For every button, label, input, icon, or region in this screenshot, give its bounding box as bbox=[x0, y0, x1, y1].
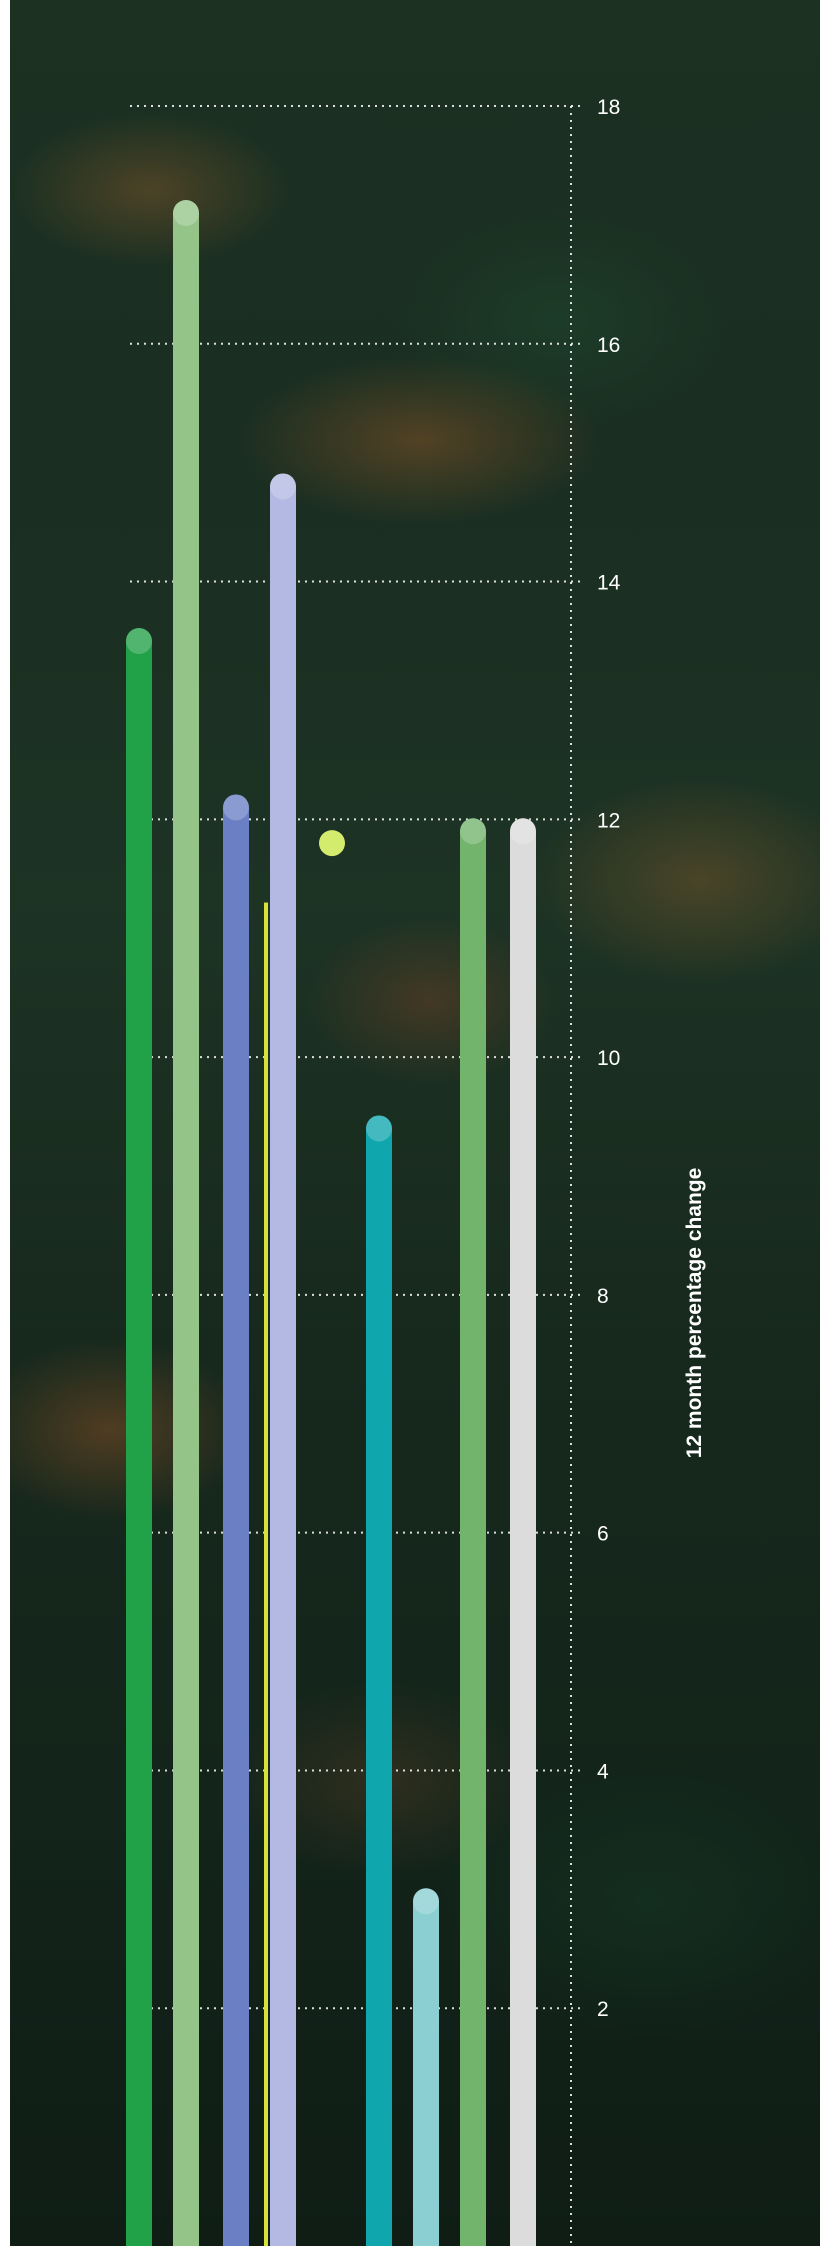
bar-cap-9 bbox=[460, 818, 486, 845]
bar-cap-highlight-3 bbox=[223, 794, 249, 821]
bar-cap-highlight-2 bbox=[173, 200, 199, 226]
bar-2 bbox=[173, 200, 199, 2246]
bar-rect-3 bbox=[223, 807, 249, 2246]
bar-cap-highlight-7 bbox=[366, 1115, 392, 1142]
bar-cap-3 bbox=[223, 794, 249, 821]
bar-rect-9 bbox=[460, 831, 486, 2246]
bar-cap-highlight-1 bbox=[126, 628, 152, 654]
bar-rect-8 bbox=[413, 1901, 439, 2246]
y-tick-label: 10 bbox=[597, 1047, 620, 1070]
bar-rect-4 bbox=[264, 902, 268, 2246]
bar-cap-5 bbox=[270, 473, 296, 500]
bar-cap-7 bbox=[366, 1115, 392, 1142]
bar-cap-1 bbox=[126, 628, 152, 654]
bar-rect-7 bbox=[366, 1128, 392, 2246]
y-tick-label: 12 bbox=[597, 809, 620, 832]
y-tick-label: 8 bbox=[597, 1285, 609, 1308]
bar-4 bbox=[264, 902, 268, 2246]
y-tick-label: 18 bbox=[597, 96, 620, 119]
point-6 bbox=[319, 830, 345, 857]
y-tick-labels: 2 4 6 8 10 12 14 16 18 bbox=[597, 96, 621, 2021]
bar-3 bbox=[223, 794, 249, 2246]
bar-9 bbox=[460, 818, 486, 2246]
bar-cap-highlight-9 bbox=[460, 818, 486, 845]
bar-cap-10 bbox=[510, 818, 536, 845]
bar-8 bbox=[413, 1888, 439, 2246]
bar-cap-highlight-10 bbox=[510, 818, 536, 845]
gridlines bbox=[130, 105, 585, 2246]
bar-6 bbox=[319, 830, 345, 857]
bar-rect-5 bbox=[270, 486, 296, 2246]
bars bbox=[126, 200, 536, 2246]
bar-cap-8 bbox=[413, 1888, 439, 1915]
y-tick-label: 4 bbox=[597, 1760, 609, 1783]
bar-rect-1 bbox=[126, 641, 152, 2246]
y-tick-label: 2 bbox=[597, 1998, 609, 2021]
bar-10 bbox=[510, 818, 536, 2246]
bar-7 bbox=[366, 1115, 392, 2246]
bar-5 bbox=[270, 473, 296, 2246]
bar-cap-highlight-5 bbox=[270, 473, 296, 500]
bar-rect-10 bbox=[510, 831, 536, 2246]
bar-1 bbox=[126, 628, 152, 2246]
bar-cap-2 bbox=[173, 200, 199, 226]
bar-rect-2 bbox=[173, 213, 199, 2246]
y-axis-title: 12 month percentage change bbox=[683, 1168, 706, 1459]
y-tick-label: 16 bbox=[597, 334, 620, 357]
y-tick-label: 14 bbox=[597, 572, 621, 595]
y-tick-label: 6 bbox=[597, 1523, 609, 1546]
bar-cap-highlight-8 bbox=[413, 1888, 439, 1915]
